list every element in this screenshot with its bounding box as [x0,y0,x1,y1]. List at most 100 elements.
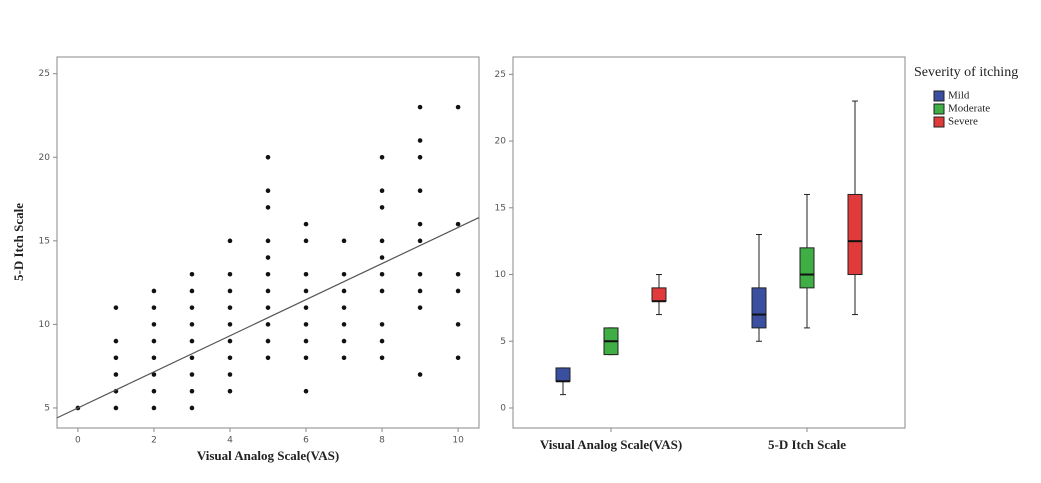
y-tick-label: 10 [39,320,51,330]
y-tick-label: 15 [495,203,506,213]
y-tick-label: 20 [495,137,507,147]
point [189,338,195,344]
point [189,388,195,394]
point [113,338,119,344]
x-tick-label: 2 [151,436,157,446]
point [455,322,461,327]
x-tick-label: 5-D Itch Scale [768,437,846,452]
point [227,338,233,344]
point [455,221,461,227]
point [303,388,309,394]
point [151,338,157,344]
point [227,305,233,310]
point [341,355,347,361]
point [303,355,309,361]
point [303,288,309,294]
point [303,238,309,244]
point [417,221,423,227]
point [113,305,119,310]
point [455,355,461,361]
legend-label: Severe [948,116,978,128]
point [151,372,157,377]
point [227,271,233,277]
point [227,388,233,394]
point [303,271,309,277]
point [227,238,233,244]
point [379,205,385,210]
y-tick-label: 5 [44,403,50,413]
x-tick-label: 10 [452,436,464,446]
point [417,154,423,160]
point [151,405,157,411]
y-tick-label: 15 [39,236,50,246]
point [265,238,271,244]
box [751,287,767,329]
box [799,247,815,289]
y-tick-label: 25 [495,70,506,80]
point [265,288,271,294]
x-tick-label: 6 [303,436,309,446]
point [151,322,157,327]
box [651,287,667,302]
point [189,271,195,277]
point [455,288,461,294]
point [303,322,309,327]
y-tick-label: 25 [39,69,50,79]
box [555,367,571,382]
point [417,138,423,143]
point [265,271,271,277]
point [341,338,347,344]
x-tick-label: 0 [75,436,81,446]
point [379,322,385,327]
legend-swatch [933,90,945,102]
point [151,288,157,294]
point [303,221,309,227]
legend-label: Moderate [948,103,990,115]
point [379,154,385,160]
legend-label: Mild [948,90,970,102]
point [341,305,347,310]
point [417,305,423,310]
point [341,238,347,244]
plot-frame [512,56,906,429]
point [379,355,385,361]
point [341,288,347,294]
point [227,288,233,294]
x-axis-label: Visual Analog Scale(VAS) [197,448,339,463]
point [265,205,271,210]
point [379,288,385,294]
y-axis-label: 5-D Itch Scale [11,203,26,281]
y-tick-label: 0 [500,403,506,413]
point [417,238,423,244]
point [379,238,385,244]
x-tick-label: Visual Analog Scale(VAS) [540,437,682,452]
point [151,305,157,310]
point [265,154,271,160]
point [151,388,157,394]
point [417,271,423,277]
scatter-panel: Visual Analog Scale(VAS) 5-D Itch Scale … [11,56,480,463]
point [455,104,461,110]
point [189,372,195,377]
point [265,305,271,310]
plot-frame [56,56,480,429]
point [417,288,423,294]
point [227,322,233,327]
point [265,322,271,327]
point [341,322,347,327]
y-tick-label: 5 [500,337,506,347]
trend-line [56,216,480,419]
point [303,305,309,310]
point [265,355,271,361]
point [303,338,309,344]
point [189,355,195,361]
point [379,338,385,344]
point [151,355,157,361]
point [189,322,195,327]
point [227,372,233,377]
point [227,355,233,361]
legend-swatch [933,103,945,115]
x-tick-label: 4 [227,436,233,446]
point [455,271,461,277]
